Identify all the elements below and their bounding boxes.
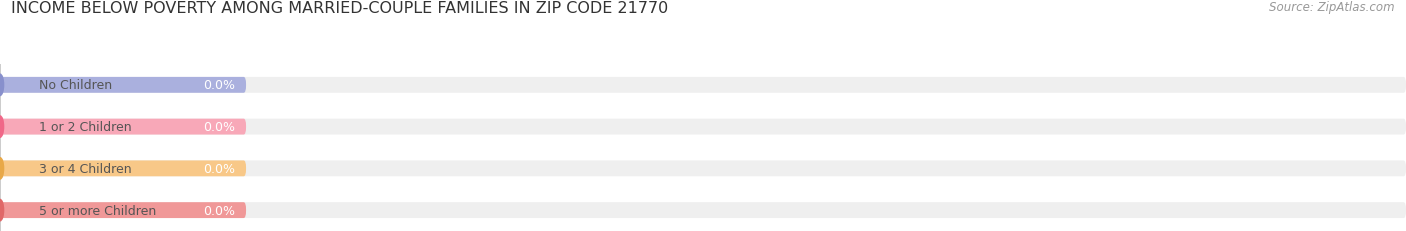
- Circle shape: [0, 75, 4, 96]
- Text: 0.0%: 0.0%: [202, 204, 235, 217]
- FancyBboxPatch shape: [0, 202, 246, 218]
- Text: 0.0%: 0.0%: [202, 79, 235, 92]
- Text: 0.0%: 0.0%: [202, 162, 235, 175]
- Text: No Children: No Children: [39, 79, 112, 92]
- FancyBboxPatch shape: [0, 161, 1406, 176]
- Text: 3 or 4 Children: 3 or 4 Children: [39, 162, 132, 175]
- FancyBboxPatch shape: [0, 202, 1406, 218]
- Circle shape: [0, 116, 4, 138]
- Circle shape: [0, 158, 4, 179]
- Text: Source: ZipAtlas.com: Source: ZipAtlas.com: [1270, 1, 1395, 14]
- FancyBboxPatch shape: [0, 78, 1406, 93]
- FancyBboxPatch shape: [0, 161, 246, 176]
- FancyBboxPatch shape: [0, 119, 246, 135]
- FancyBboxPatch shape: [0, 78, 246, 93]
- Text: 0.0%: 0.0%: [202, 121, 235, 134]
- Circle shape: [0, 200, 4, 221]
- Text: INCOME BELOW POVERTY AMONG MARRIED-COUPLE FAMILIES IN ZIP CODE 21770: INCOME BELOW POVERTY AMONG MARRIED-COUPL…: [11, 1, 668, 16]
- Text: 1 or 2 Children: 1 or 2 Children: [39, 121, 132, 134]
- Text: 5 or more Children: 5 or more Children: [39, 204, 156, 217]
- FancyBboxPatch shape: [0, 119, 1406, 135]
